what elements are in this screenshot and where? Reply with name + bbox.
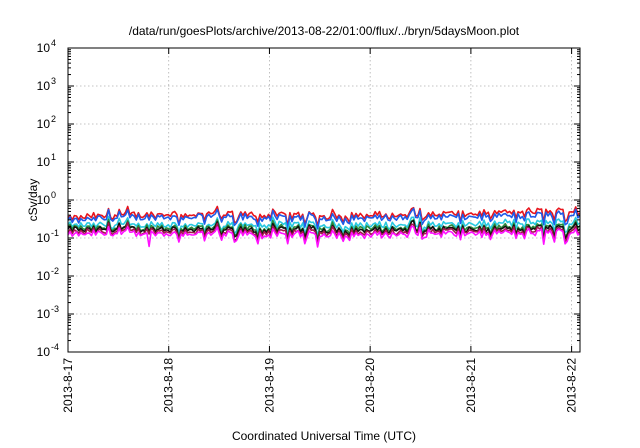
- y-tick-label: 10: [37, 79, 51, 93]
- y-tick-label: 10: [37, 269, 51, 283]
- series-line: [67, 221, 581, 246]
- x-axis-ticks: 2013-8-17 2013-8-18 2013-8-19 2013-8-20 2013…: [61, 48, 579, 413]
- series-line: [67, 218, 581, 241]
- data-series: [67, 205, 581, 248]
- y-tick-label: 10: [37, 117, 51, 131]
- x-axis-label: Coordinated Universal Time (UTC): [232, 429, 416, 443]
- series-line: [67, 215, 581, 237]
- y-tick-exponent: 0: [51, 190, 56, 200]
- y-tick-exponent: -2: [51, 266, 59, 276]
- y-tick-exponent: 3: [51, 76, 56, 86]
- y-tick-exponent: 4: [51, 38, 56, 48]
- y-tick-label: 10: [37, 307, 51, 321]
- series-line: [67, 219, 581, 244]
- y-axis-label: cSv/day: [26, 179, 40, 222]
- y-tick-label: 10: [37, 231, 51, 245]
- grid-lines: [68, 48, 580, 352]
- y-tick-label: 10: [37, 345, 51, 359]
- chart-title: /data/run/goesPlots/archive/2013-08-22/0…: [129, 24, 520, 38]
- y-tick-label: 10: [37, 41, 51, 55]
- y-tick-label: 10: [37, 193, 51, 207]
- x-tick-label: 2013-8-19: [262, 358, 276, 413]
- x-tick-label: 2013-8-18: [162, 358, 176, 413]
- series-line: [67, 207, 581, 230]
- y-tick-label: 10: [37, 155, 51, 169]
- y-tick-exponent: 2: [51, 114, 56, 124]
- y-tick-exponent: -1: [51, 228, 59, 238]
- y-tick-exponent: 1: [51, 152, 56, 162]
- y-tick-exponent: -3: [51, 304, 59, 314]
- x-tick-label: 2013-8-21: [464, 358, 478, 413]
- y-tick-exponent: -4: [51, 342, 59, 352]
- x-tick-label: 2013-8-17: [61, 358, 75, 413]
- x-tick-label: 2013-8-20: [363, 358, 377, 413]
- series-line: [67, 205, 581, 227]
- x-tick-label: 2013-8-22: [565, 358, 579, 413]
- series-line: [67, 225, 581, 248]
